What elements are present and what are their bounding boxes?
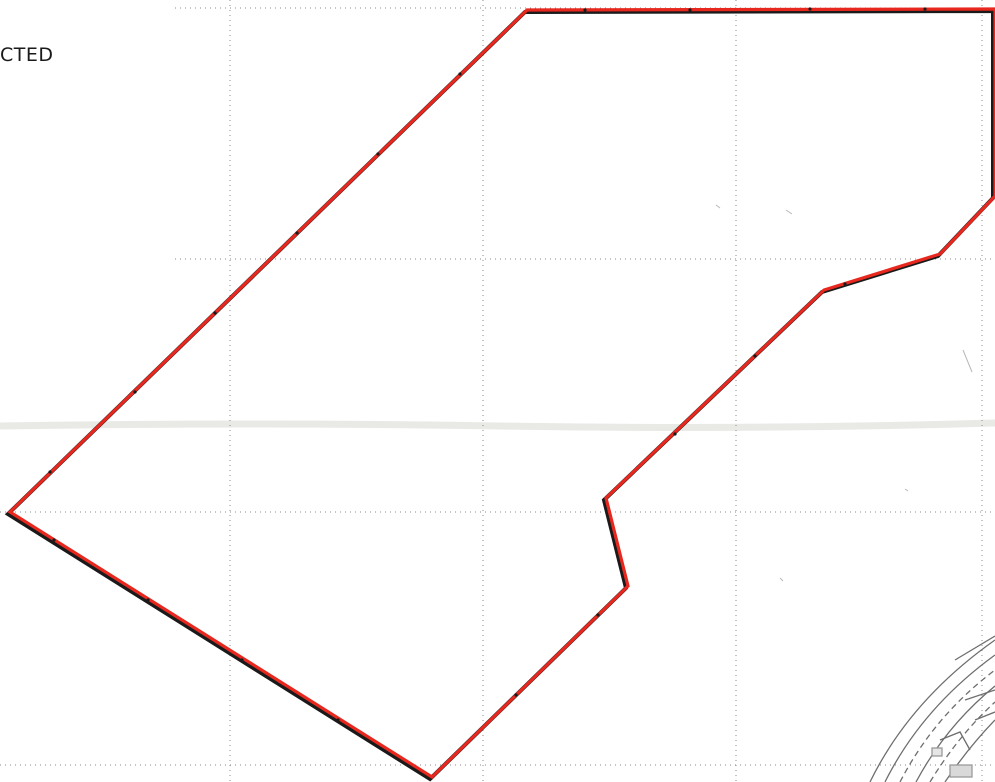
- map-title-fragment: CTED: [0, 44, 54, 66]
- road-network-fragment: [869, 635, 995, 782]
- site-boundary-red-line: [7, 7, 995, 780]
- building-footprint: [949, 764, 973, 778]
- building-footprint: [931, 747, 943, 757]
- stray-marks: [715, 204, 973, 582]
- boundary-survey-ticks: [48, 7, 927, 722]
- paper-fold-line: [0, 419, 995, 431]
- site-boundary-outline: [4, 8, 995, 782]
